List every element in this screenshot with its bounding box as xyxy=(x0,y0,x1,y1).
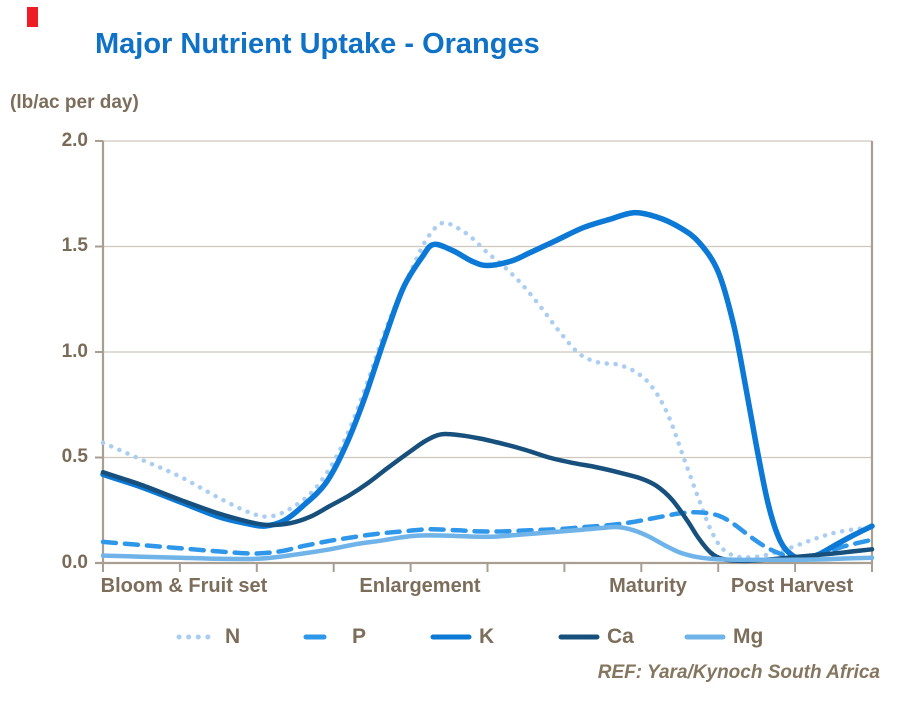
legend-label-ca: Ca xyxy=(607,625,634,648)
series-line-Mg xyxy=(100,524,875,563)
legend-label-k: K xyxy=(479,625,495,648)
series-line-P xyxy=(100,510,875,561)
legend-line-sample-ca xyxy=(558,634,600,640)
legend-item-k: K xyxy=(430,623,494,651)
reference-note: REF: Yara/Kynoch South Africa xyxy=(597,662,880,683)
x-category-label-bloom-fruit-set: Bloom & Fruit set xyxy=(100,575,268,597)
x-category-label-maturity: Maturity xyxy=(609,575,687,597)
x-category-label-enlargement: Enlargement xyxy=(359,575,481,597)
red-accent-marker xyxy=(27,7,38,27)
y-tick-label-1.0: 1.0 xyxy=(61,341,88,362)
y-tick-label-0.0: 0.0 xyxy=(61,552,88,573)
legend-label-mg: Mg xyxy=(733,625,764,648)
chart-title: Major Nutrient Uptake - Oranges xyxy=(95,28,540,60)
legend-label-p: P xyxy=(352,625,367,648)
y-tick-label-2.0: 2.0 xyxy=(61,130,88,151)
legend-label-n: N xyxy=(225,625,241,648)
series-line-N xyxy=(100,220,875,560)
legend-line-sample-k xyxy=(430,634,472,640)
legend-line-sample-mg xyxy=(684,634,726,640)
y-tick-label-0.5: 0.5 xyxy=(61,446,88,467)
y-tick-label-1.5: 1.5 xyxy=(61,235,88,256)
legend-item-n: N xyxy=(176,623,240,651)
series-line-K xyxy=(100,209,875,562)
legend-item-ca: Ca xyxy=(558,623,634,651)
y-axis-unit-label: (lb/ac per day) xyxy=(10,92,139,113)
legend-line-sample-p xyxy=(303,634,327,640)
legend-item-p: P xyxy=(303,623,366,651)
legend-line-sample-n xyxy=(176,634,218,640)
legend-item-mg: Mg xyxy=(684,623,763,651)
x-category-label-post-harvest: Post Harvest xyxy=(730,575,854,597)
